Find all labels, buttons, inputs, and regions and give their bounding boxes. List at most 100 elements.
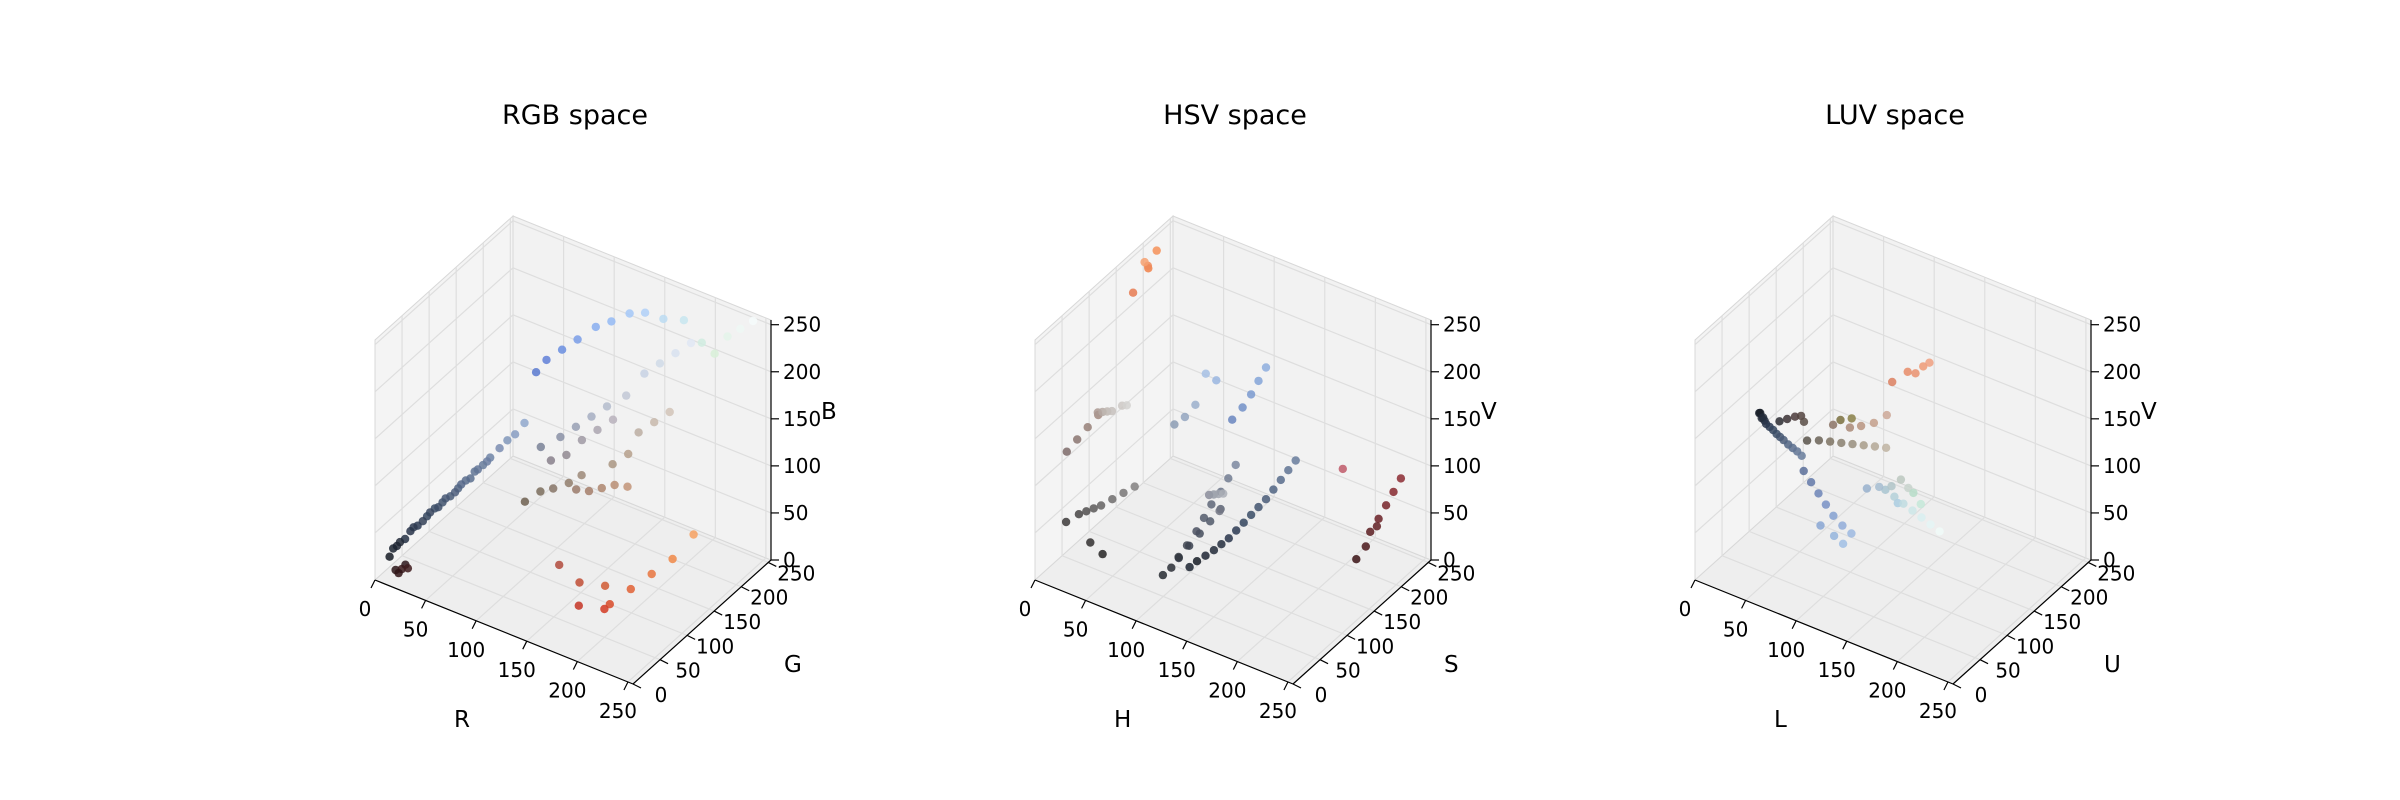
grid-line — [512, 361, 772, 467]
scatter-point — [1899, 499, 1908, 508]
scatter-point — [1082, 507, 1091, 516]
grid-line — [576, 537, 716, 663]
scatter-point — [671, 349, 680, 358]
scatter-point — [608, 460, 617, 469]
scatter-point — [1122, 401, 1132, 410]
scatter-point — [1086, 538, 1095, 547]
z-tick-label: 250 — [1443, 313, 1481, 337]
scatter-point — [573, 335, 582, 344]
scatter-point — [668, 554, 677, 564]
z-axis-label: V — [1481, 399, 1497, 425]
scatter-point — [1254, 502, 1263, 512]
y-tick-label: 0 — [655, 683, 668, 707]
z-tick-label: 200 — [2103, 360, 2141, 384]
scatter-point — [1201, 369, 1211, 378]
scatter-point — [679, 316, 689, 325]
x-tick-label: 250 — [599, 699, 637, 723]
scatter-point — [1185, 562, 1194, 572]
grid-line — [1143, 482, 1402, 588]
z-tick-label: 50 — [1443, 501, 1468, 525]
side-pane — [374, 214, 514, 582]
scatter-point — [577, 471, 586, 480]
scatter-point — [1837, 438, 1846, 448]
scatter-point — [385, 552, 394, 561]
grid-line — [455, 506, 715, 612]
y-tick-label: 100 — [696, 634, 734, 658]
y-tick-mark — [768, 561, 777, 567]
scatter-point — [1887, 482, 1896, 491]
scatter-point — [1925, 358, 1934, 367]
x-tick-mark — [421, 600, 427, 609]
scatter-point — [1821, 500, 1831, 509]
side-pane — [1034, 214, 1174, 582]
x-tick-mark — [1232, 661, 1238, 670]
z-tick-label: 200 — [783, 360, 821, 384]
scatter-point — [1130, 482, 1139, 491]
scatter-point — [1209, 546, 1219, 555]
grid-line — [1172, 267, 1432, 373]
scatter-point — [1875, 482, 1884, 492]
scatter-point — [1261, 495, 1271, 504]
scatter-point — [1814, 436, 1824, 445]
y-tick-mark — [1400, 586, 1410, 592]
z-tick-label: 150 — [1443, 407, 1481, 431]
x-tick-mark — [572, 661, 578, 670]
x-tick-label: 0 — [1019, 597, 1032, 621]
scatter-point — [520, 497, 530, 506]
scatter-point — [1158, 570, 1168, 580]
x-axis-label: L — [1774, 707, 1787, 733]
z-tick-label: 50 — [2103, 501, 2128, 525]
grid-line — [1034, 408, 1174, 534]
y-tick-mark — [1373, 610, 1383, 616]
scatter-point — [406, 527, 415, 536]
scatter-point — [689, 530, 698, 539]
x-tick-mark — [623, 681, 629, 691]
y-tick-label: 150 — [1383, 610, 1421, 634]
scatter-point — [1276, 475, 1286, 485]
grid-line — [374, 267, 514, 393]
y-tick-label: 50 — [675, 659, 700, 683]
x-axis-line — [374, 579, 634, 685]
y-axis-line — [1952, 559, 2092, 685]
scatter-point — [1128, 288, 1138, 297]
scatter-point — [1848, 439, 1857, 449]
scatter-point — [1847, 529, 1856, 538]
grid-line — [627, 557, 767, 683]
scatter-point — [1829, 531, 1839, 541]
scatter-point — [389, 544, 398, 553]
scatter-point — [1828, 420, 1838, 429]
x-tick-mark — [1081, 600, 1087, 609]
scatter-point — [1232, 526, 1241, 535]
scatter-point — [1140, 257, 1149, 267]
scatter-point — [556, 432, 565, 442]
scatter-point — [1291, 456, 1300, 465]
scatter-point — [634, 428, 643, 437]
z-tick-label: 100 — [2103, 454, 2141, 478]
x-tick-mark — [1030, 579, 1036, 589]
grid-line — [526, 516, 666, 642]
scatter-point — [1775, 417, 1784, 426]
scatter-point — [1935, 527, 1944, 536]
grid-line — [512, 220, 772, 326]
scatter-points — [1061, 246, 1406, 580]
y-tick-mark — [2006, 634, 2016, 640]
y-tick-label: 0 — [1975, 683, 1988, 707]
scatter-point — [697, 338, 706, 347]
scatter-point — [1890, 492, 1899, 501]
x-tick-label: 50 — [403, 617, 428, 641]
scatter-point — [434, 503, 443, 512]
x-tick-label: 50 — [1723, 617, 1748, 641]
scatter-point — [549, 484, 558, 493]
grid-line — [1034, 361, 1174, 487]
scatter-point — [542, 355, 551, 365]
scatter-point — [587, 412, 596, 421]
y-tick-mark — [1292, 683, 1302, 689]
x-tick-label: 100 — [1767, 638, 1805, 662]
scatter-point — [1338, 464, 1348, 474]
scatter-point — [557, 345, 567, 354]
scatter-point — [1909, 488, 1918, 498]
scatter-point — [1238, 403, 1247, 412]
scatter-point — [1246, 510, 1256, 520]
x-tick-mark — [1283, 681, 1289, 691]
